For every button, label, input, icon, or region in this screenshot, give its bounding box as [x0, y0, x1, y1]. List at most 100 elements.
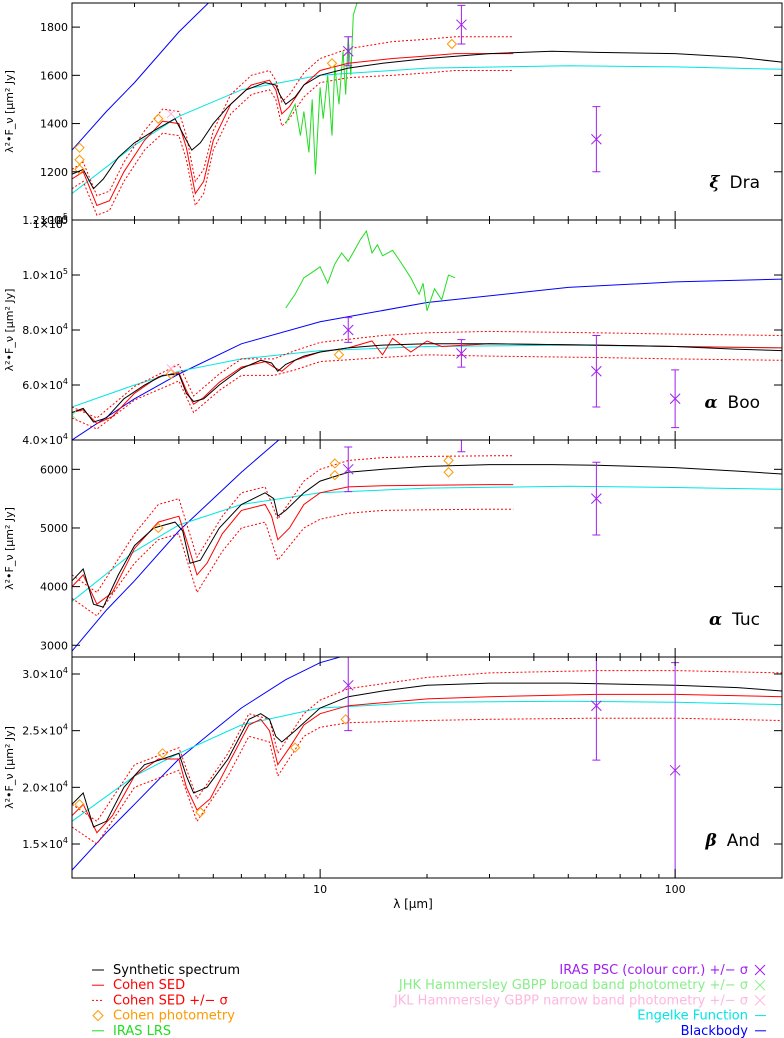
- cohen-lower-line: [72, 70, 514, 216]
- plot-area: [72, 3, 782, 216]
- y-tick-label: 4.0×104: [22, 432, 68, 447]
- synthetic-spectrum-line: [72, 682, 782, 828]
- jhk-point: [72, 410, 77, 420]
- iras-psc-point: [342, 463, 354, 475]
- y-tick-label: 3.0×104: [22, 666, 68, 681]
- y-tick-label: 4000: [40, 581, 68, 594]
- legend-swatch: [92, 1009, 104, 1022]
- y-tick-label: 1000: [40, 214, 68, 227]
- legend-label: IRAS LRS: [113, 1024, 171, 1038]
- legend-item-blackbody: Blackbody: [681, 1024, 766, 1038]
- plot-area: [72, 657, 782, 878]
- engelke-line: [72, 485, 782, 602]
- star-label: α Tuc: [709, 610, 760, 630]
- iras-psc-point: [591, 493, 602, 505]
- legend-label: Cohen SED: [113, 978, 185, 993]
- cohen-upper-line: [72, 670, 782, 822]
- cohen-photometry-point: [153, 522, 164, 534]
- legend-item-cohen: Cohen SED: [92, 978, 185, 993]
- iras-psc-errorbar: [457, 440, 466, 453]
- y-axis-label: λ²•F_ν [μm² Jy]: [3, 70, 16, 153]
- legend-swatch: [754, 995, 766, 1006]
- star-label: α Boo: [704, 393, 760, 413]
- panels: 1000 1200 1400 1600 1800 1×105 λ²•F_ν [μm² Jy]…: [3, 2, 783, 896]
- legend-item-cohen_err: Cohen SED +/− σ: [92, 993, 228, 1008]
- legend-label: JHK Hammersley GBPP broad band photometr…: [398, 978, 748, 993]
- cohen-photometry-point: [340, 714, 351, 725]
- iras-lrs-line: [285, 229, 456, 311]
- y-tick-label: 3000: [40, 639, 68, 652]
- y-tick-label: 1400: [40, 118, 68, 131]
- star-label: ξ Dra: [709, 173, 760, 193]
- y-tick-label: 1.5×104: [22, 836, 68, 851]
- cohen-photometry-point: [443, 467, 454, 478]
- cohen-photometry-point: [333, 349, 345, 360]
- y-tick-label: 1200: [40, 166, 68, 179]
- synthetic-spectrum-line: [72, 50, 782, 190]
- cohen-photometry-point: [446, 38, 458, 50]
- cohen-upper-line: [72, 36, 514, 197]
- cohen-lower-line: [72, 508, 514, 617]
- cohen-photometry-point: [329, 458, 341, 469]
- y-axis-label: λ²•F_ν [μm² Jy]: [3, 289, 16, 372]
- y-tick-label: 2.0×104: [22, 779, 68, 794]
- cohen-sed-line: [72, 484, 514, 605]
- x-tick-label: 10: [313, 883, 327, 896]
- y-tick-label: 6.0×104: [22, 377, 68, 392]
- jkl-point: [166, 364, 176, 373]
- y-tick-label: 1.2×105: [22, 212, 68, 227]
- cohen-sed-line: [72, 693, 782, 834]
- legend-item-jhk: JHK Hammersley GBPP broad band photometr…: [398, 978, 766, 993]
- y-tick-label: 1600: [40, 69, 68, 82]
- y-tick-label: 8.0×104: [22, 322, 68, 337]
- plot-area: [72, 440, 782, 652]
- synthetic-spectrum-line: [72, 464, 782, 608]
- legend-item-synthetic: Synthetic spectrum: [92, 963, 240, 978]
- x-tick-label: 100: [665, 883, 686, 896]
- iras-psc-point: [342, 679, 354, 691]
- cohen-photometry-point: [289, 742, 301, 753]
- iras-psc-point: [591, 700, 602, 712]
- legend-swatch: [754, 979, 766, 991]
- legend-item-cohen_phot: Cohen photometry: [92, 1009, 235, 1024]
- legend-label: Engelke Function: [637, 1009, 748, 1024]
- cohen-photometry-point: [443, 455, 454, 466]
- iras-psc-point: [669, 764, 681, 776]
- x-axis-label: λ [μm]: [393, 897, 433, 911]
- blackbody-line: [72, 657, 342, 871]
- iras-psc-point: [342, 45, 354, 57]
- y-axis-label: λ²•F_ν [μm² Jy]: [3, 507, 16, 590]
- y-tick-label: 1×105: [33, 216, 68, 231]
- plot-area: [72, 229, 782, 440]
- iras-psc-point: [591, 133, 602, 145]
- legend-label: Cohen photometry: [113, 1009, 235, 1024]
- iras-psc-point: [456, 348, 467, 359]
- cohen-lower-line: [72, 717, 782, 845]
- cohen-photometry-point: [153, 113, 164, 124]
- cohen-photometry-point: [195, 807, 206, 818]
- blackbody-line: [72, 278, 782, 440]
- panel-1: 1000 1200 1400 1600 1800 1×105 λ²•F_ν [μm² Jy]…: [3, 2, 783, 231]
- cohen-photometry-point: [74, 164, 85, 175]
- legend-swatch: [754, 964, 766, 976]
- panel-3: 3000 4000 5000 6000 λ²•F_ν [μm² Jy] α Tuc: [3, 439, 783, 658]
- y-tick-label: 2.5×104: [22, 723, 68, 738]
- cohen-photometry-point: [74, 799, 85, 810]
- cohen-upper-line: [72, 455, 514, 594]
- blackbody-line: [72, 3, 210, 151]
- iras-psc-point: [591, 365, 602, 377]
- engelke-line: [72, 65, 782, 194]
- cohen-lower-line: [72, 354, 782, 430]
- y-tick-label: 5000: [40, 522, 68, 535]
- iras-psc-point: [342, 324, 354, 336]
- star-label: β And: [705, 831, 761, 851]
- legend-item-lrs: IRAS LRS: [92, 1024, 171, 1038]
- panel-frame: [71, 439, 783, 658]
- legend-label: JKL Hammersley GBPP narrow band photomet…: [393, 993, 748, 1008]
- panel-2: 4.0×104 6.0×104 8.0×104 1.0×105 1.2×105 λ²•F_…: [3, 212, 783, 447]
- jkl-point: [166, 109, 176, 119]
- legend-item-jkl: JKL Hammersley GBPP narrow band photomet…: [393, 993, 766, 1008]
- legend-label: Synthetic spectrum: [113, 963, 240, 978]
- cohen-photometry-point: [165, 368, 177, 380]
